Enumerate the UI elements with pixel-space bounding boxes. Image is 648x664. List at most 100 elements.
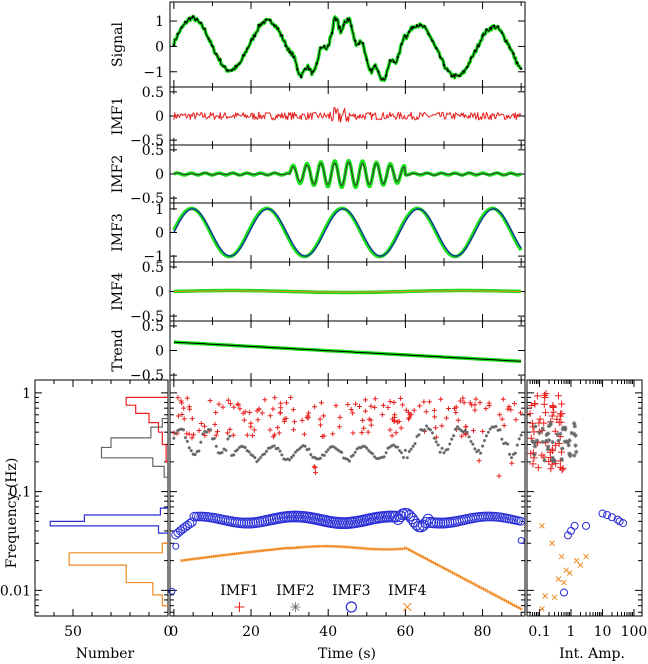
imf2-point (453, 427, 458, 431)
imf1-point (181, 405, 187, 411)
imf2-point (492, 425, 496, 429)
signal-point (400, 42, 403, 46)
imf1-amp-point (549, 404, 557, 412)
signal-point (226, 69, 230, 72)
imf1-point (267, 413, 273, 419)
imf2-point (332, 445, 336, 449)
signal-point (508, 46, 511, 49)
imf2-point (251, 454, 255, 458)
imf1-amp-point (533, 392, 541, 400)
signal-point (516, 61, 519, 65)
imf1-point (411, 407, 417, 413)
signal-point (442, 63, 446, 67)
imf4-point (469, 580, 473, 585)
imf2-point (268, 446, 272, 450)
imf1-amp-point (527, 434, 535, 442)
imf1-point (283, 400, 289, 406)
imf2-amp-point (540, 439, 545, 445)
imf2-point (266, 446, 270, 450)
imf2-point (426, 427, 431, 431)
panel-ylabel: Signal (110, 22, 126, 67)
imf4-point (463, 577, 467, 581)
imf1-point (480, 428, 486, 434)
imf1-point (357, 403, 363, 409)
imf1-point (483, 406, 489, 412)
signal-point (485, 28, 488, 31)
imf4-point (467, 579, 471, 583)
imf2-point (461, 430, 465, 434)
signal-point (330, 31, 334, 35)
imf2-point (401, 455, 406, 460)
imf2-amp-point (574, 449, 579, 455)
number-panel (34, 379, 169, 617)
imf1-point (312, 465, 318, 471)
imf2-point (353, 450, 357, 454)
imf1-point (350, 410, 356, 416)
imf2-amp-point (560, 426, 565, 432)
imf4-point (494, 594, 498, 598)
signal-point (458, 74, 461, 78)
imf1-amp-point (542, 409, 550, 417)
imf1-point (318, 400, 324, 406)
imf2-point (274, 447, 278, 451)
imf2-point (270, 445, 274, 449)
imf2-point (264, 449, 269, 453)
imf1-amp-point (541, 393, 549, 401)
imf2-amp-point (533, 424, 538, 429)
imf4-amp-point (583, 553, 589, 560)
imf1-point (337, 414, 343, 420)
imf4-amp-point (558, 553, 565, 560)
imf2-point (423, 428, 427, 432)
imf4-point (498, 596, 502, 600)
imf2-amp-point (567, 438, 572, 443)
imf2-amp-point (550, 439, 555, 445)
imf2-point (195, 450, 199, 454)
signal-point (261, 21, 264, 25)
amplitude-panel (526, 379, 643, 617)
signal-point (180, 26, 183, 29)
imf2-point (467, 435, 471, 439)
imf1-point (250, 433, 256, 439)
imf2-point (216, 451, 220, 455)
imf2-point (369, 450, 373, 454)
number-tick-label: 0 (164, 624, 173, 640)
imf2-point (345, 457, 350, 461)
imf1-amp-point (529, 460, 537, 468)
imf4-amp-point (566, 570, 573, 576)
imf3-amp-point (598, 509, 607, 518)
signal-point (172, 44, 176, 47)
imf2-amp-point (537, 430, 542, 435)
imf1-point (470, 428, 476, 434)
signal-point (423, 25, 426, 28)
time-tick-label: 0 (169, 624, 178, 640)
imf1-point (304, 415, 310, 421)
signal-point (203, 27, 206, 31)
imf3-point (485, 511, 496, 522)
imf2-point (465, 430, 469, 434)
imf1-point (241, 417, 247, 423)
imf2-point (303, 444, 307, 448)
imf1-point (457, 398, 463, 404)
imf1-point (270, 434, 276, 440)
imf1-point (288, 395, 294, 401)
legend-label-imf3: IMF3 (332, 583, 371, 599)
imf2-amp-point (545, 447, 551, 452)
signal-point (238, 62, 241, 65)
imf1-point (461, 400, 467, 406)
imf2-point (291, 453, 296, 457)
imf1-point (407, 412, 413, 418)
signal-point (195, 17, 199, 21)
imf2-point (484, 434, 489, 438)
signal-point (373, 64, 376, 68)
imf2-amp-point (571, 431, 577, 437)
imf1-point (403, 407, 409, 413)
imf2-point (357, 445, 361, 450)
imf1-point (506, 404, 512, 410)
y-tick-label: 0 (155, 344, 164, 360)
imf2-point (299, 445, 303, 449)
imf2-amp-point (556, 438, 561, 443)
imf4-histogram (68, 542, 168, 607)
panel-ylabel: Trend (110, 329, 126, 371)
y-tick-label: 0.5 (142, 85, 164, 101)
